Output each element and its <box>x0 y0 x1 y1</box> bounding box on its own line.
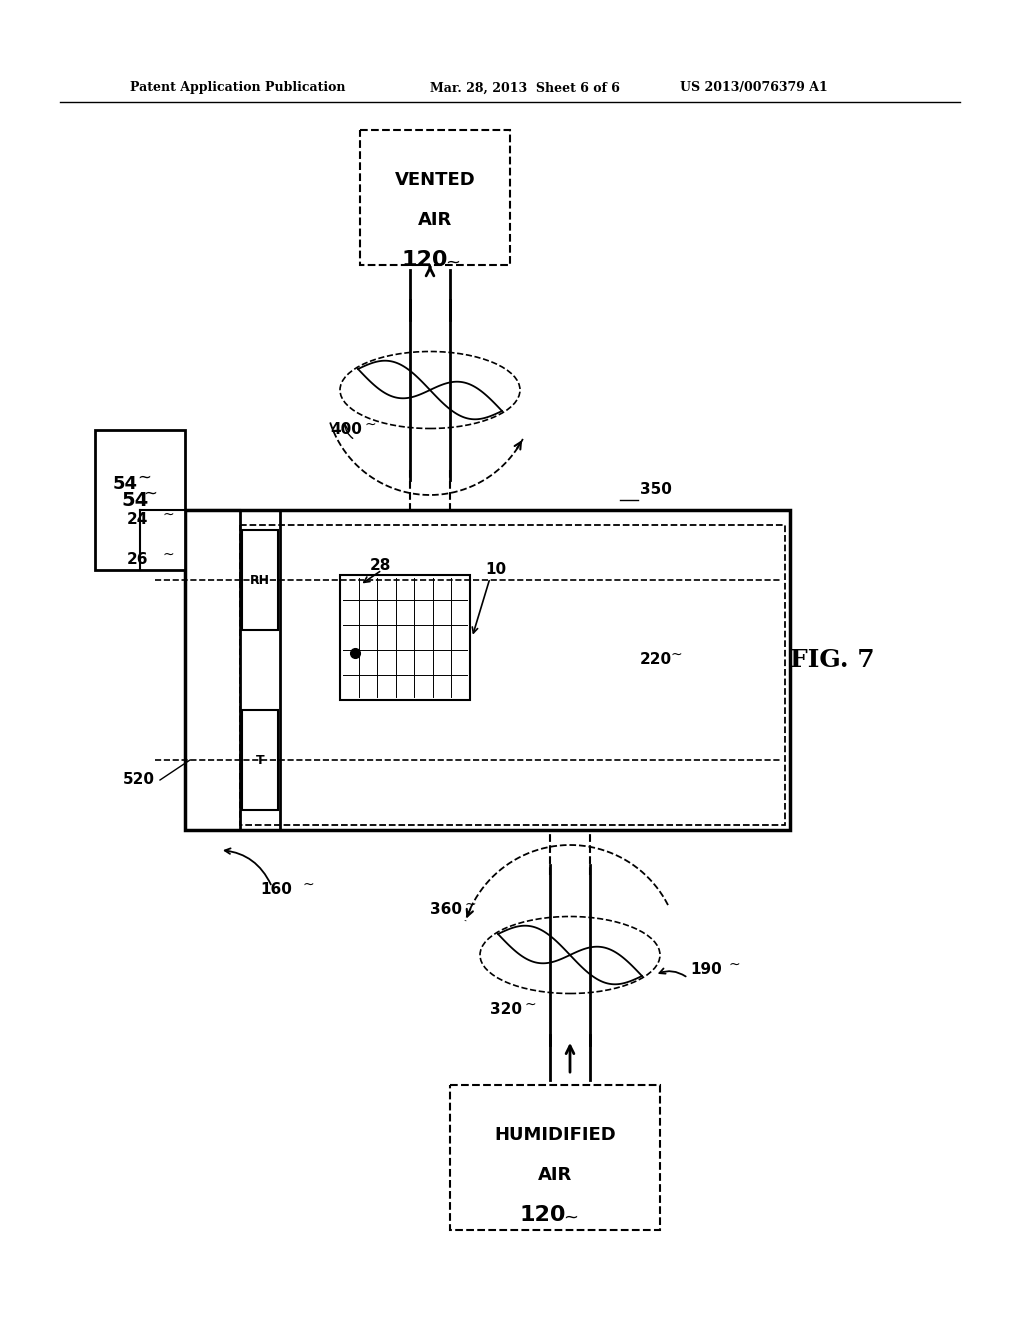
Text: ~: ~ <box>163 548 175 562</box>
Text: ~: ~ <box>445 253 461 272</box>
Text: ~: ~ <box>137 469 151 487</box>
Text: 350: 350 <box>640 483 672 498</box>
Text: T: T <box>256 754 264 767</box>
Text: ~: ~ <box>525 998 537 1012</box>
Text: 190: 190 <box>690 962 722 978</box>
Text: RH: RH <box>250 573 270 586</box>
Text: 120: 120 <box>401 249 449 271</box>
Text: ~: ~ <box>563 1209 579 1228</box>
Text: 320: 320 <box>490 1002 522 1018</box>
Text: US 2013/0076379 A1: US 2013/0076379 A1 <box>680 82 827 95</box>
Polygon shape <box>340 576 470 700</box>
Text: 160: 160 <box>260 883 292 898</box>
Text: AIR: AIR <box>538 1166 572 1184</box>
Text: Mar. 28, 2013  Sheet 6 of 6: Mar. 28, 2013 Sheet 6 of 6 <box>430 82 620 95</box>
Text: FIG. 7: FIG. 7 <box>790 648 874 672</box>
Text: 28: 28 <box>370 557 391 573</box>
Text: 26: 26 <box>127 553 148 568</box>
Text: 220: 220 <box>640 652 672 668</box>
Text: 24: 24 <box>127 512 148 528</box>
Text: ~: ~ <box>465 898 476 912</box>
Text: VENTED: VENTED <box>394 172 475 189</box>
Text: AIR: AIR <box>418 211 453 228</box>
Polygon shape <box>95 430 185 570</box>
Text: 10: 10 <box>485 562 506 578</box>
Text: 54: 54 <box>122 491 148 510</box>
Text: ~: ~ <box>143 484 157 503</box>
Text: ~: ~ <box>670 648 682 663</box>
Text: 520: 520 <box>123 772 155 788</box>
Text: ~: ~ <box>163 508 175 521</box>
Text: ~: ~ <box>365 418 377 432</box>
Text: ~: ~ <box>302 878 313 892</box>
Text: 400: 400 <box>330 422 361 437</box>
Text: 120: 120 <box>520 1205 566 1225</box>
Text: Patent Application Publication: Patent Application Publication <box>130 82 345 95</box>
Text: HUMIDIFIED: HUMIDIFIED <box>495 1126 615 1144</box>
Text: ~: ~ <box>728 958 739 972</box>
Text: 54: 54 <box>113 475 137 492</box>
Polygon shape <box>242 710 278 810</box>
Text: 360: 360 <box>430 903 462 917</box>
Polygon shape <box>242 531 278 630</box>
